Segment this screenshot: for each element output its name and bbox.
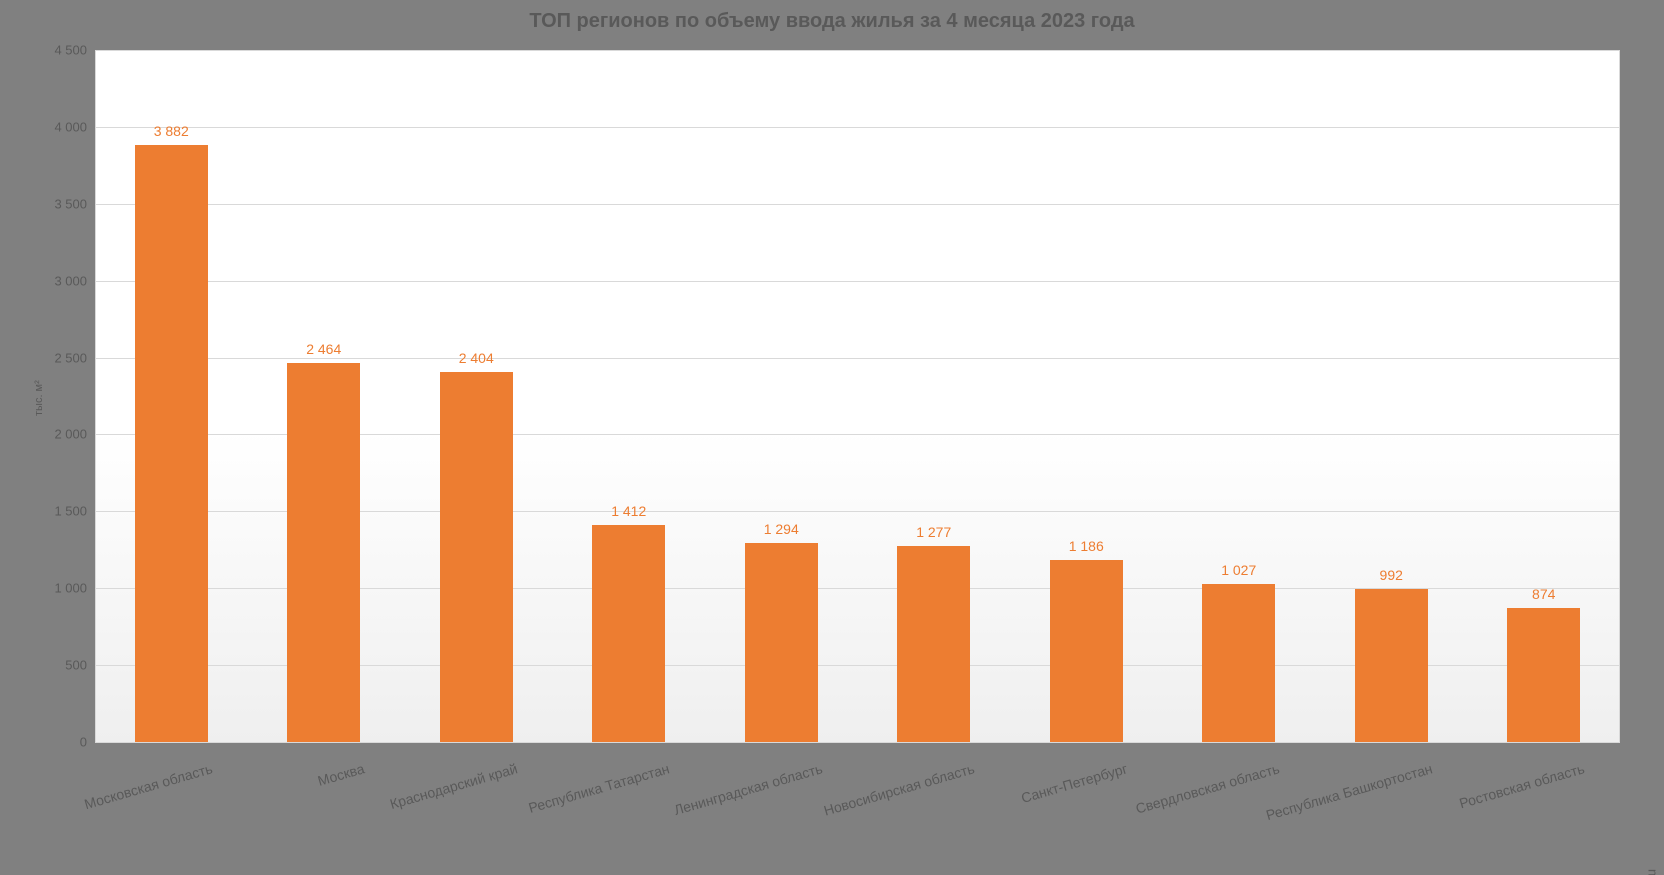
y-tick-label: 3 500: [54, 196, 87, 211]
x-tick-label: Республика Татарстан: [379, 760, 672, 858]
bar: 2 464: [287, 363, 360, 742]
chart-title: ТОП регионов по объему ввода жилья за 4 …: [0, 10, 1664, 33]
gridline: [95, 358, 1620, 359]
source-label: © erzrf.ru: [1643, 869, 1658, 875]
x-tick-label: Новосибирская область: [684, 760, 977, 858]
x-tick-label: Республика Башкортостан: [1141, 760, 1434, 858]
y-tick-label: 500: [65, 658, 87, 673]
x-tick-label: Свердловская область: [989, 760, 1282, 858]
bar: 1 027: [1202, 584, 1275, 742]
plot-border-right: [1619, 50, 1620, 742]
gridline: [95, 742, 1620, 743]
bar-value-label: 2 404: [459, 350, 494, 366]
bar-value-label: 1 277: [916, 524, 951, 540]
y-axis-title: тыс. м²: [33, 380, 45, 416]
bar: 1 412: [592, 525, 665, 742]
gridline: [95, 127, 1620, 128]
gridline: [95, 204, 1620, 205]
bar-value-label: 1 412: [611, 503, 646, 519]
x-tick-label: Санкт-Петербург: [836, 760, 1129, 858]
gridline: [95, 281, 1620, 282]
bar-value-label: 2 464: [306, 341, 341, 357]
x-tick-label: Ленинградская область: [531, 760, 824, 858]
y-tick-label: 0: [80, 735, 87, 750]
bar: 2 404: [440, 372, 513, 742]
bar: 1 294: [745, 543, 818, 742]
plot-border-left: [95, 50, 96, 742]
x-tick-label: Краснодарский край: [226, 760, 519, 858]
y-tick-label: 1 000: [54, 581, 87, 596]
y-tick-label: 2 000: [54, 427, 87, 442]
bar: 874: [1507, 608, 1580, 742]
bar-value-label: 1 027: [1221, 562, 1256, 578]
plot-area: 05001 0001 5002 0002 5003 0003 5004 0004…: [95, 50, 1620, 742]
x-tick-label: Москва: [74, 760, 367, 858]
bar-value-label: 1 186: [1069, 538, 1104, 554]
y-tick-label: 3 000: [54, 273, 87, 288]
x-tick-label: Ростовская область: [1294, 760, 1587, 858]
y-tick-label: 2 500: [54, 350, 87, 365]
bar: 992: [1355, 589, 1428, 742]
y-tick-label: 1 500: [54, 504, 87, 519]
bar: 1 186: [1050, 560, 1123, 742]
bar-value-label: 1 294: [764, 521, 799, 537]
chart-page: ТОП регионов по объему ввода жилья за 4 …: [0, 0, 1664, 875]
bar: 1 277: [897, 546, 970, 742]
bar-value-label: 992: [1380, 567, 1403, 583]
y-tick-label: 4 500: [54, 43, 87, 58]
bar-value-label: 3 882: [154, 123, 189, 139]
bar-value-label: 874: [1532, 586, 1555, 602]
y-tick-label: 4 000: [54, 119, 87, 134]
gridline: [95, 50, 1620, 51]
bar: 3 882: [135, 145, 208, 742]
